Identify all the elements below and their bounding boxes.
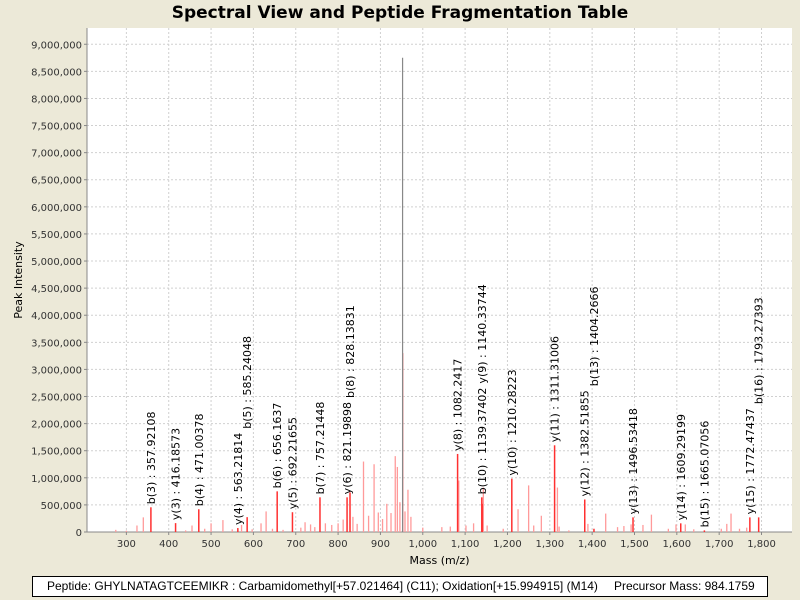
x-tick-label: 800 — [329, 539, 348, 550]
peak-label: b(8) : 828.13831 — [344, 305, 357, 398]
peak-label: b(6) : 656.1637 — [271, 403, 284, 489]
x-tick-label: 1,000 — [408, 539, 437, 550]
x-tick-label: 1,400 — [578, 539, 607, 550]
legend-box: Peptide: GHYLNATAGTCEEMIKR : Carbamidome… — [32, 576, 768, 597]
peak-label: b(16) : 1793.27393 — [753, 297, 766, 404]
y-tick-label: 500,000 — [41, 501, 82, 512]
x-tick-label: 900 — [371, 539, 390, 550]
y-tick-label: 9,000,000 — [31, 40, 82, 51]
peak-label: y(4) : 563.21814 — [232, 433, 245, 525]
y-tick-label: 2,000,000 — [31, 420, 82, 431]
x-tick-label: 1,500 — [620, 539, 649, 550]
peak-label: y(5) : 692.21655 — [286, 417, 299, 509]
y-tick-label: 3,500,000 — [31, 338, 82, 349]
peak-label: b(7) : 757.21448 — [314, 402, 327, 495]
x-axis-label: Mass (m/z) — [410, 554, 470, 567]
peak-label: y(13) : 1496.53418 — [627, 408, 640, 514]
x-tick-label: 500 — [202, 539, 221, 550]
peak-label: y(3) : 416.18573 — [170, 428, 183, 520]
x-tick-label: 1,200 — [493, 539, 522, 550]
x-tick-label: 1,300 — [535, 539, 564, 550]
y-tick-label: 8,000,000 — [31, 94, 82, 105]
peak-label: b(13) : 1404.2666 — [588, 286, 601, 386]
peak-label: y(12) : 1382.51855 — [579, 390, 592, 496]
peak-label: b(3) : 357.92108 — [145, 412, 158, 505]
peak-label: b(4) : 471.00378 — [193, 413, 206, 506]
y-axis-label: Peak Intensity — [12, 241, 25, 319]
peak-label: b(15) : 1665.07056 — [698, 421, 711, 528]
chart-title: Spectral View and Peptide Fragmentation … — [171, 3, 629, 23]
y-tick-label: 3,000,000 — [31, 365, 82, 376]
y-tick-label: 5,500,000 — [31, 230, 82, 241]
precursor-mass: Precursor Mass: 984.1759 — [613, 579, 755, 593]
x-tick-label: 1,600 — [663, 539, 692, 550]
y-tick-label: 4,500,000 — [31, 284, 82, 295]
y-tick-label: 7,000,000 — [31, 149, 82, 160]
y-tick-label: 1,500,000 — [31, 447, 82, 458]
x-tick-label: 700 — [286, 539, 305, 550]
y-tick-label: 1,000,000 — [31, 474, 82, 485]
spectrum-chart[interactable]: 0 500,000 1,000,000 1,500,000 2,000,000 2,500… — [0, 0, 800, 575]
y-tick-label: 8,500,000 — [31, 67, 82, 78]
y-tick-label: 2,500,000 — [31, 393, 82, 404]
y-tick-label: 5,000,000 — [31, 257, 82, 268]
y-tick-label: 6,500,000 — [31, 176, 82, 187]
peak-label: y(8) : 1082.2417 — [452, 359, 465, 451]
plot-area — [87, 28, 792, 532]
x-tick-label: 1,700 — [705, 539, 734, 550]
peak-label: y(9) : 1140.33744 — [476, 284, 489, 383]
peak-label: y(11) : 1311.31006 — [549, 336, 562, 442]
peak-label: y(15) : 1772.47437 — [744, 408, 757, 514]
x-tick-label: 400 — [159, 539, 178, 550]
x-tick-label: 1,100 — [451, 539, 480, 550]
peak-label: y(14) : 1609.29199 — [675, 414, 688, 520]
x-tick-label: 600 — [244, 539, 263, 550]
y-tick-label: 6,000,000 — [31, 203, 82, 214]
peak-label: y(10) : 1210.28223 — [506, 369, 519, 475]
peptide-info: Peptide: GHYLNATAGTCEEMIKR : Carbamidome… — [47, 579, 598, 593]
peak-label: y(6) : 821.19898 — [341, 402, 354, 494]
y-tick-label: 0 — [76, 528, 82, 539]
peak-label: b(10) : 1139.37402 — [476, 388, 489, 495]
y-tick-label: 4,000,000 — [31, 311, 82, 322]
x-tick-label: 1,800 — [747, 539, 776, 550]
y-tick-label: 7,500,000 — [31, 122, 82, 133]
x-tick-label: 300 — [117, 539, 136, 550]
peak-label: b(5) : 585.24048 — [241, 336, 254, 429]
